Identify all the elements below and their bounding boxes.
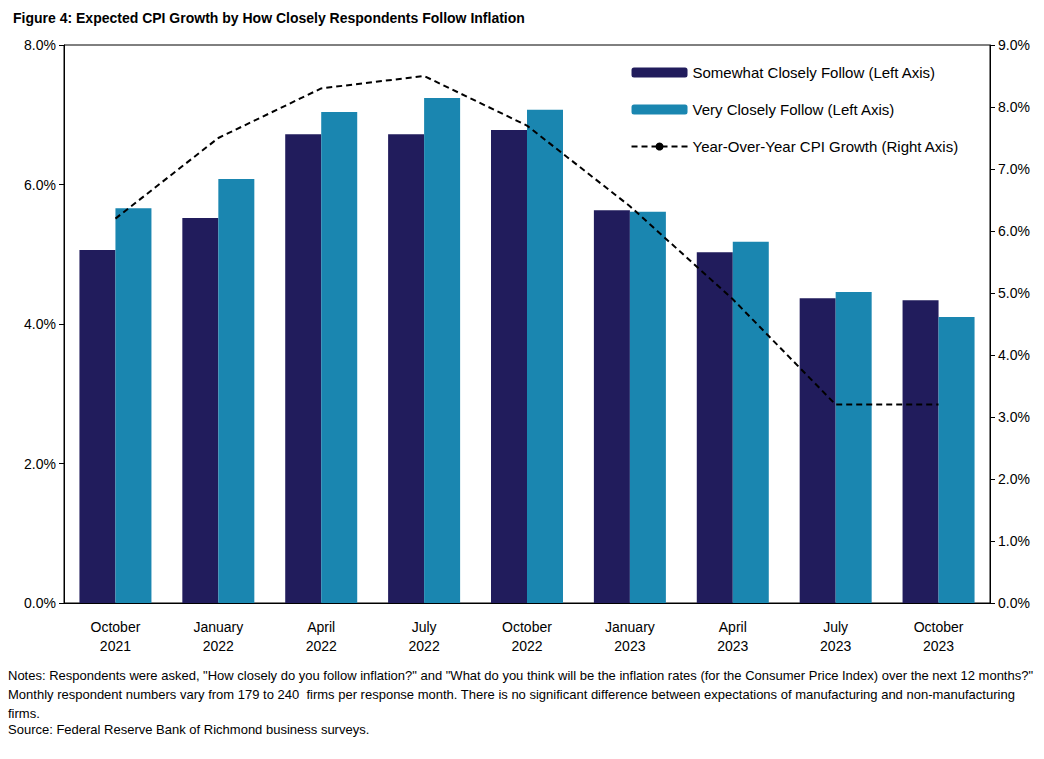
svg-text:6.0%: 6.0% — [24, 177, 56, 193]
svg-text:3.0%: 3.0% — [998, 409, 1030, 425]
svg-text:4.0%: 4.0% — [998, 347, 1030, 363]
svg-text:0.0%: 0.0% — [24, 595, 56, 611]
svg-text:Source: Federal Reserve Bank o: Source: Federal Reserve Bank of Richmond… — [8, 722, 369, 737]
svg-text:2022: 2022 — [306, 638, 337, 654]
svg-text:2022: 2022 — [203, 638, 234, 654]
svg-text:Figure 4: Expected CPI Growth: Figure 4: Expected CPI Growth by How Clo… — [13, 10, 525, 26]
svg-text:April: April — [719, 619, 747, 635]
svg-text:2.0%: 2.0% — [24, 456, 56, 472]
svg-text:2022: 2022 — [511, 638, 542, 654]
svg-text:April: April — [307, 619, 335, 635]
svg-text:October: October — [91, 619, 141, 635]
svg-text:1.0%: 1.0% — [998, 533, 1030, 549]
svg-text:0.0%: 0.0% — [998, 595, 1030, 611]
svg-text:January: January — [193, 619, 243, 635]
svg-text:Very Closely Follow (Left Axis: Very Closely Follow (Left Axis) — [693, 101, 895, 118]
svg-text:July: July — [823, 619, 848, 635]
svg-text:8.0%: 8.0% — [24, 37, 56, 53]
svg-text:2023: 2023 — [717, 638, 748, 654]
svg-text:2023: 2023 — [614, 638, 645, 654]
svg-text:2021: 2021 — [100, 638, 131, 654]
svg-text:firms.: firms. — [8, 706, 40, 721]
svg-text:2.0%: 2.0% — [998, 471, 1030, 487]
svg-text:4.0%: 4.0% — [24, 316, 56, 332]
svg-text:October: October — [914, 619, 964, 635]
svg-text:2023: 2023 — [820, 638, 851, 654]
svg-text:9.0%: 9.0% — [998, 37, 1030, 53]
svg-text:5.0%: 5.0% — [998, 285, 1030, 301]
svg-text:7.0%: 7.0% — [998, 161, 1030, 177]
svg-text:Monthly respondent numbers var: Monthly respondent numbers vary from 179… — [8, 687, 1018, 702]
svg-text:January: January — [605, 619, 655, 635]
svg-text:Somewhat Closely Follow (Left: Somewhat Closely Follow (Left Axis) — [693, 64, 936, 81]
svg-text:July: July — [412, 619, 437, 635]
svg-text:2022: 2022 — [409, 638, 440, 654]
svg-text:Notes: Respondents were asked,: Notes: Respondents were asked, "How clos… — [8, 668, 1037, 683]
svg-text:Year-Over-Year CPI Growth (Rig: Year-Over-Year CPI Growth (Right Axis) — [693, 138, 959, 155]
svg-text:2023: 2023 — [923, 638, 954, 654]
svg-text:8.0%: 8.0% — [998, 99, 1030, 115]
svg-text:6.0%: 6.0% — [998, 223, 1030, 239]
svg-text:October: October — [502, 619, 552, 635]
